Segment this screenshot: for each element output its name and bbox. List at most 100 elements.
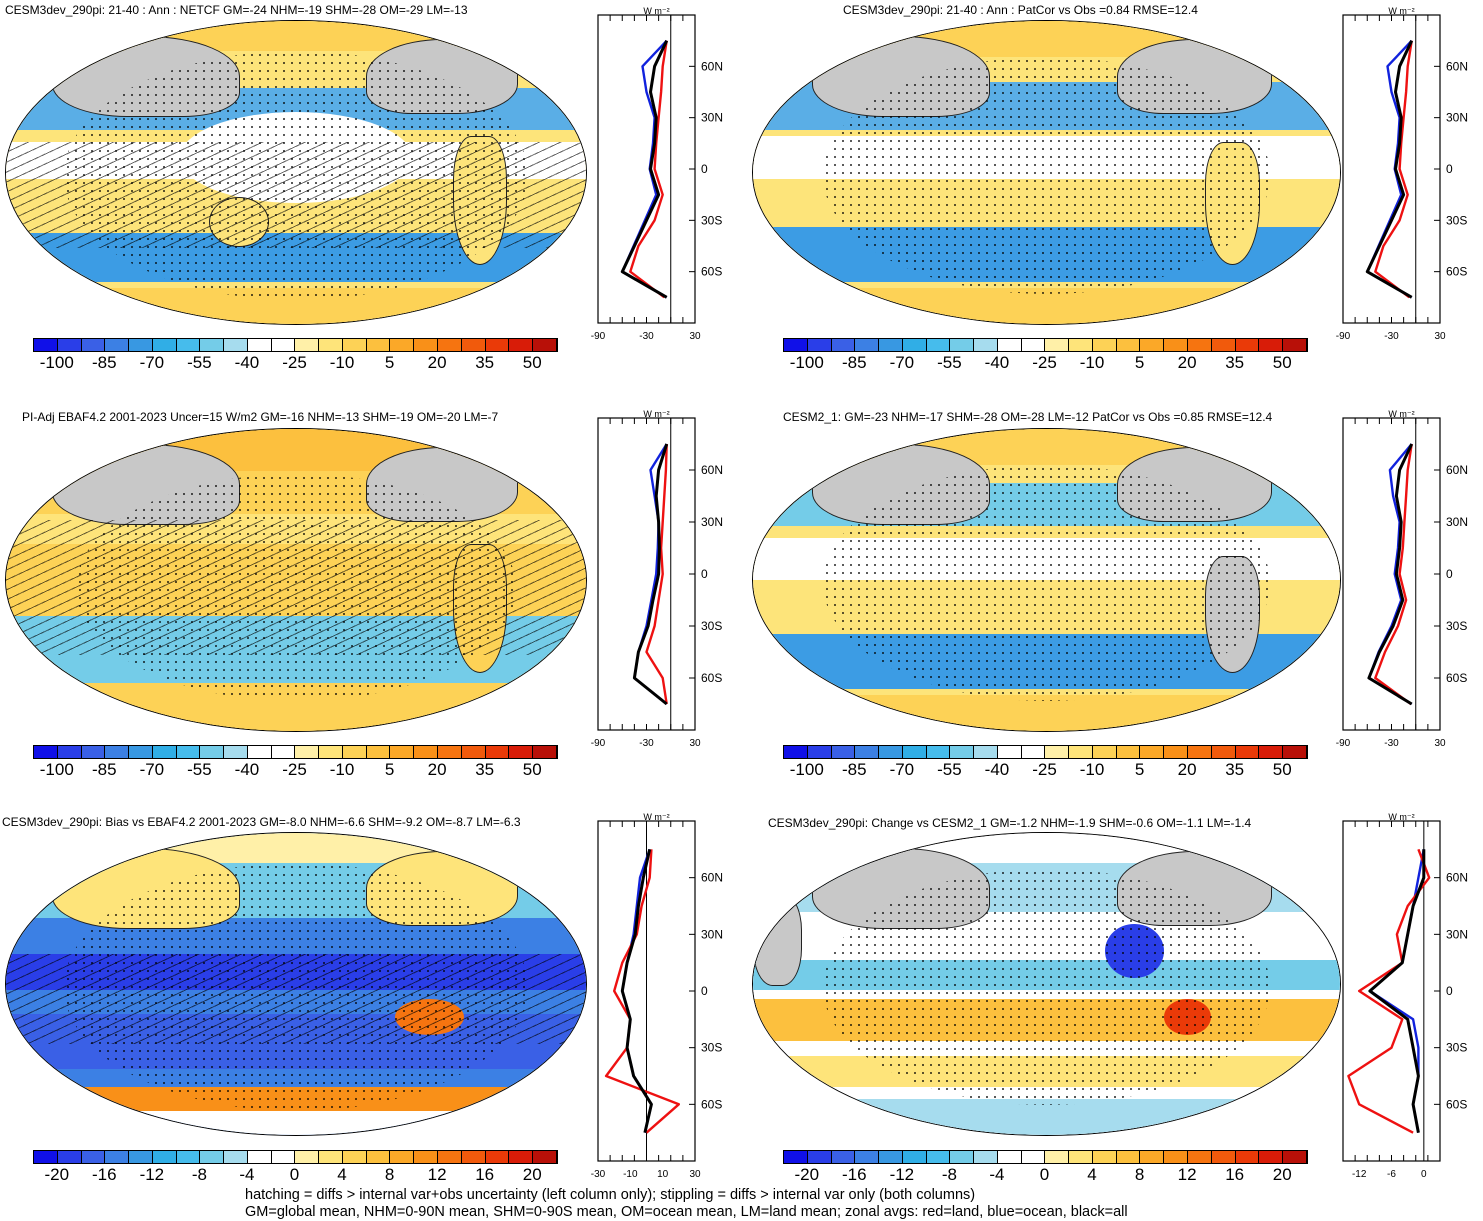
colorbar-swatch — [1045, 746, 1070, 758]
colorbar-swatch — [1140, 339, 1165, 351]
colorbar-swatch — [950, 339, 975, 351]
colorbar-tick-label: -100 — [789, 760, 824, 779]
zonal-x-tick-label: 0 — [1421, 1169, 1427, 1180]
colorbar-swatch — [784, 746, 808, 758]
zonal-lat-label: 60S — [701, 1097, 722, 1111]
colorbar-swatch — [366, 339, 391, 351]
colorbar-swatch — [34, 339, 58, 351]
colorbar-swatch — [176, 746, 201, 758]
colorbar-swatch — [1045, 339, 1070, 351]
colorbar-swatch — [461, 1151, 486, 1163]
colorbar-swatch — [152, 339, 177, 351]
colorbar-tick-label: -70 — [889, 760, 915, 779]
colorbar-swatch — [1235, 1151, 1260, 1163]
colorbar-swatch — [533, 746, 557, 758]
colorbar-swatch — [1116, 746, 1141, 758]
colorbar-tick-label: -4 — [989, 1165, 1005, 1184]
colorbar-tick-label: -55 — [187, 760, 212, 779]
colorbar-swatch — [271, 746, 296, 758]
colorbar-swatch — [902, 339, 927, 351]
colorbar-tick-label: 50 — [1272, 353, 1292, 372]
colorbar-swatch — [1092, 339, 1117, 351]
colorbar-swatch — [509, 1151, 534, 1163]
zonal-x-tick-label: -30 — [1384, 331, 1399, 342]
colorbar-swatch — [129, 746, 153, 758]
colorbar-full — [783, 745, 1308, 759]
zonal-frame — [1342, 417, 1441, 731]
colorbar-swatch — [1235, 339, 1260, 351]
zonal-lat-label: 30N — [1446, 927, 1468, 941]
colorbar-swatch — [974, 746, 998, 758]
colorbar-tick-label: -20 — [794, 1165, 820, 1184]
colorbar-swatch — [105, 746, 130, 758]
colorbar-swatch — [902, 746, 927, 758]
colorbar-tick-label: 20 — [1177, 760, 1197, 779]
zonal-unit-label: W m⁻² — [1388, 6, 1414, 16]
zonal-lat-label: 60N — [701, 463, 723, 477]
colorbar-tick-label: 0 — [1039, 1165, 1050, 1184]
colorbar-tick-label: 20 — [522, 1165, 542, 1184]
zonal-plot-5: W m⁻² 60N 30N 0 30S 60S -30 -10 10 30 — [590, 811, 740, 1181]
colorbar-full — [783, 338, 1308, 352]
colorbar-swatch — [879, 1151, 903, 1163]
zonal-lat-label: 30S — [1446, 619, 1467, 633]
colorbar-swatch — [81, 1151, 106, 1163]
colorbar-swatch — [509, 339, 534, 351]
colorbar-swatch — [807, 746, 832, 758]
map-panel-change — [752, 832, 1341, 1136]
zonal-unit-label: W m⁻² — [643, 6, 669, 16]
colorbar-swatch — [902, 1151, 927, 1163]
colorbar-tick-label: -85 — [92, 760, 117, 779]
colorbar-tick-label: -8 — [191, 1165, 207, 1184]
colorbar-swatch — [831, 1151, 856, 1163]
colorbar-swatch — [129, 1151, 153, 1163]
zonal-x-tick-label: -30 — [1384, 738, 1399, 749]
zonal-x-tick-label: -90 — [591, 331, 606, 342]
zonal-frame — [597, 417, 696, 731]
colorbar-swatch — [807, 339, 832, 351]
zonal-lat-label: 30S — [701, 1041, 722, 1055]
colorbar-tick-label: -25 — [1032, 353, 1057, 372]
colorbar-swatch — [414, 746, 439, 758]
colorbar-swatch — [485, 339, 510, 351]
zonal-x-tick-label: 30 — [689, 1169, 701, 1180]
zonal-x-tick-label: -90 — [591, 738, 606, 749]
colorbar-tick-label: -16 — [92, 1165, 117, 1184]
colorbar-swatch — [152, 746, 177, 758]
zonal-lat-label: 0 — [701, 984, 708, 998]
colorbar-swatch — [57, 1151, 82, 1163]
zonal-lat-label: 60N — [701, 871, 723, 885]
zonal-line-ocean — [621, 848, 653, 1133]
colorbar-diff — [33, 1150, 558, 1164]
zonal-unit-label: W m⁻² — [643, 409, 669, 419]
colorbar-swatch — [1188, 746, 1212, 758]
colorbar-swatch — [950, 1151, 975, 1163]
colorbar-swatch — [879, 746, 903, 758]
colorbar-tick-label: 8 — [384, 1165, 395, 1184]
panel-title: CESM3dev_290pi: 21-40 : Ann : NETCF GM=-… — [5, 3, 468, 17]
zonal-lat-label: 60N — [701, 59, 723, 73]
zonal-frame — [1342, 820, 1441, 1162]
colorbar-swatch — [414, 1151, 439, 1163]
colorbar-swatch — [997, 746, 1022, 758]
colorbar-labels: -100 -85 -70 -55 -40 -25 -10 5 20 35 50 — [33, 353, 556, 375]
colorbar-swatch — [438, 1151, 462, 1163]
colorbar-tick-label: -40 — [984, 760, 1010, 779]
colorbar-swatch — [247, 339, 272, 351]
colorbar-swatch — [1116, 1151, 1141, 1163]
colorbar-swatch — [1188, 339, 1212, 351]
colorbar-swatch — [855, 339, 880, 351]
zonal-plot-3: W m⁻² 60N 30N 0 30S 60S -90 -30 30 — [590, 408, 740, 753]
zonal-x-tick-label: 30 — [1434, 331, 1446, 342]
colorbar-full — [33, 745, 558, 759]
colorbar-swatch — [1235, 746, 1260, 758]
zonal-lat-label: 30S — [701, 619, 722, 633]
colorbar-swatch — [855, 1151, 880, 1163]
colorbar-tick-label: -25 — [282, 760, 307, 779]
zonal-lat-label: 0 — [701, 567, 708, 581]
zonal-x-tick-label: -30 — [591, 1169, 606, 1180]
colorbar-tick-label: 12 — [427, 1165, 447, 1184]
zonal-lat-label: 30N — [701, 927, 723, 941]
zonal-line-land — [1347, 848, 1431, 1134]
colorbar-swatch — [461, 339, 486, 351]
